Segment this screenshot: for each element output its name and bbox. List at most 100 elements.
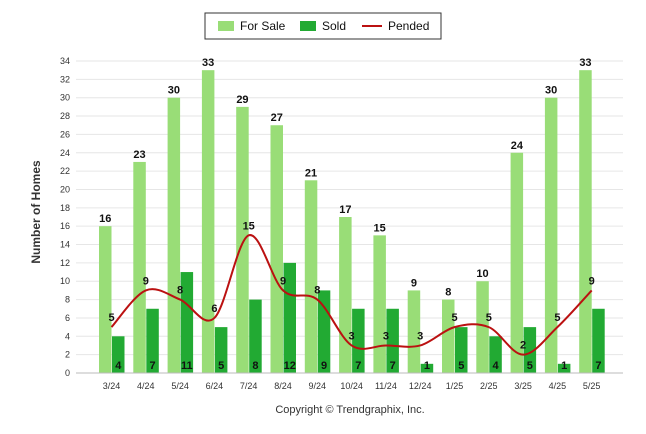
sold-value-label: 5 <box>218 360 224 372</box>
for-sale-bar <box>339 217 352 373</box>
y-tick-label: 18 <box>60 203 70 213</box>
for-sale-value-label: 16 <box>99 213 111 225</box>
pended-value-label: 2 <box>520 340 526 352</box>
sold-value-label: 7 <box>390 360 396 372</box>
sold-bar <box>386 308 399 373</box>
pended-value-label: 9 <box>143 275 149 287</box>
x-tick-label: 5/25 <box>583 381 601 391</box>
y-tick-label: 28 <box>60 111 70 121</box>
sold-bar <box>112 336 125 373</box>
for-sale-value-label: 30 <box>168 85 180 97</box>
for-sale-bar <box>476 281 489 373</box>
pended-value-label: 9 <box>589 275 595 287</box>
sold-value-label: 5 <box>458 360 464 372</box>
pended-value-label: 5 <box>554 312 560 324</box>
for-sale-bar <box>201 70 215 374</box>
y-tick-label: 26 <box>60 129 70 139</box>
for-sale-bar <box>270 125 283 373</box>
sold-bar <box>249 299 262 373</box>
y-tick-label: 12 <box>60 258 70 268</box>
sold-bar <box>283 262 296 373</box>
pended-line-layer <box>110 234 593 356</box>
for-sale-value-label: 29 <box>236 94 248 106</box>
pended-value-label: 3 <box>417 330 423 342</box>
x-tick-label: 6/24 <box>206 381 224 391</box>
sold-value-label: 7 <box>595 360 601 372</box>
pended-value-label: 5 <box>486 312 492 324</box>
data-labels: 1645237930118335629815271292198177315739… <box>99 57 601 372</box>
for-sale-bar <box>167 97 181 374</box>
for-sale-bar <box>133 161 146 373</box>
sold-bar <box>146 308 159 373</box>
sold-value-label: 11 <box>181 360 193 372</box>
for-sale-bar <box>544 97 558 374</box>
sold-bar <box>557 363 571 373</box>
pended-line <box>110 234 593 356</box>
y-tick-label: 2 <box>65 350 70 360</box>
for-sale-bar <box>99 226 112 373</box>
y-tick-label: 6 <box>65 313 70 323</box>
y-tick-label: 4 <box>65 331 70 341</box>
legend-frame <box>204 12 442 40</box>
x-tick-label: 4/25 <box>549 381 567 391</box>
x-tick-label: 12/24 <box>409 381 432 391</box>
sold-value-label: 12 <box>284 360 296 372</box>
for-sale-value-label: 23 <box>133 149 145 161</box>
sold-value-label: 9 <box>321 360 327 372</box>
legend-label-pended: Pended <box>388 19 429 33</box>
for-sale-value-label: 8 <box>445 287 451 299</box>
pended-value-label: 3 <box>349 330 355 342</box>
for-sale-value-label: 15 <box>374 222 386 234</box>
x-tick-label: 5/24 <box>171 381 189 391</box>
x-tick-label: 3/24 <box>103 381 121 391</box>
x-tick-label: 4/24 <box>137 381 155 391</box>
for-sale-value-label: 30 <box>545 85 557 97</box>
y-tick-label: 14 <box>60 240 70 250</box>
for-sale-bar <box>579 70 592 374</box>
sold-value-label: 1 <box>424 360 430 372</box>
copyright-caption: Copyright © Trendgraphix, Inc. <box>275 404 424 416</box>
x-tick-label: 7/24 <box>240 381 258 391</box>
y-tick-label: 0 <box>65 368 70 378</box>
x-tick-label: 2/25 <box>480 381 498 391</box>
y-tick-label: 24 <box>60 148 70 158</box>
sold-value-label: 4 <box>492 360 499 372</box>
for-sale-value-label: 33 <box>202 57 214 69</box>
for-sale-value-label: 21 <box>305 167 317 179</box>
x-tick-label: 9/24 <box>309 381 327 391</box>
sold-bar <box>592 308 605 373</box>
pended-value-label: 9 <box>280 275 286 287</box>
y-tick-label: 16 <box>60 221 70 231</box>
legend-label-sold: Sold <box>322 19 346 33</box>
sold-bar <box>455 327 468 373</box>
for-sale-bar <box>304 180 318 373</box>
sold-bar <box>420 363 434 373</box>
y-tick-label: 22 <box>60 166 70 176</box>
sold-bar <box>523 327 537 373</box>
pended-value-label: 6 <box>211 303 217 315</box>
pended-value-label: 5 <box>108 312 114 324</box>
x-tick-label: 10/24 <box>340 381 363 391</box>
pended-value-label: 5 <box>451 312 457 324</box>
legend-swatch-sold <box>300 21 316 31</box>
sold-bar <box>214 327 228 373</box>
bars <box>99 70 605 374</box>
for-sale-value-label: 27 <box>271 112 283 124</box>
for-sale-bar <box>407 290 421 373</box>
sold-bar <box>489 336 502 373</box>
for-sale-value-label: 24 <box>511 140 524 152</box>
y-tick-label: 10 <box>60 276 70 286</box>
y-tick-label: 30 <box>60 93 70 103</box>
legend-swatch-for-sale <box>218 21 234 31</box>
pended-value-label: 15 <box>243 220 255 232</box>
x-tick-label: 3/25 <box>514 381 532 391</box>
pended-value-label: 3 <box>383 330 389 342</box>
y-tick-label: 32 <box>60 74 70 84</box>
sold-value-label: 5 <box>527 360 533 372</box>
gridlines <box>76 60 623 374</box>
for-sale-value-label: 33 <box>579 57 591 69</box>
sold-bar <box>180 272 194 373</box>
